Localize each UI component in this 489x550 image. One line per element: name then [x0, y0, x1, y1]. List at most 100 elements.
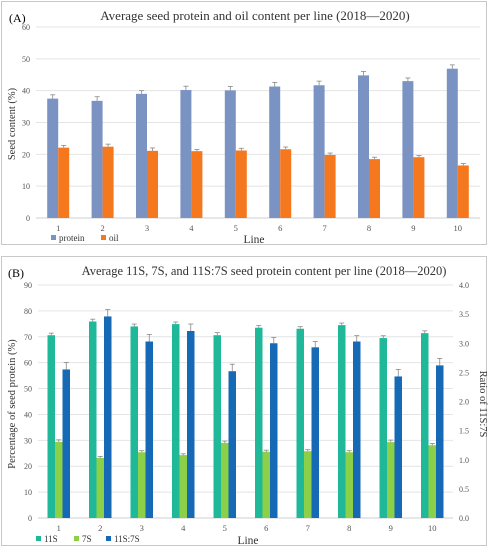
- x-tick-label: 1: [56, 223, 60, 233]
- bar-7s: [262, 451, 270, 518]
- legend-label-11s: 11S: [44, 534, 58, 544]
- chart-title: Average 11S, 7S, and 11S:7S seed protein…: [82, 264, 447, 278]
- y2-tick-label: 0.5: [459, 485, 469, 494]
- x-tick-label: 10: [428, 523, 437, 533]
- y-axis-label: Seed content (%): [7, 87, 18, 160]
- y2-tick-label: 4.0: [459, 281, 469, 290]
- plot-area: 0 10 20 30 40 50 60 70 80 90 0.0 0.5 1.0 1.5 2.0 2.5 3.0…: [24, 281, 469, 533]
- bar-oil: [58, 147, 70, 218]
- y-tick-label: 30: [22, 119, 30, 128]
- x-tick-label: 8: [347, 523, 351, 533]
- legend-swatch-ratio: [106, 536, 111, 541]
- y-tick-label: 60: [24, 359, 32, 368]
- bar-protein: [269, 86, 281, 218]
- bar-oil: [147, 150, 158, 218]
- chart-title: Average seed protein and oil content per…: [100, 8, 410, 23]
- bar-oil: [280, 149, 292, 218]
- y-tick-label: 30: [24, 436, 32, 445]
- x-tick-label: 8: [367, 223, 371, 233]
- y-tick-label: 50: [22, 55, 30, 64]
- bar-11s: [379, 338, 387, 518]
- bar-7s: [96, 457, 104, 518]
- bar-protein: [402, 81, 414, 218]
- bar-11s: [421, 333, 429, 518]
- plot-area: 0 10 20 30 40 50 60 1 2 3 4 5 6 7 8 9 10: [22, 23, 480, 233]
- y-axis-label: Percentage of seed protein (%): [7, 339, 18, 469]
- x-tick-label: 5: [223, 523, 227, 533]
- bar-11s-7s: [353, 341, 361, 518]
- bar-11s: [47, 335, 55, 518]
- y-tick-label: 20: [22, 150, 30, 159]
- bar-oil: [191, 151, 203, 218]
- chart-panel-a: (A) Average seed protein and oil content…: [1, 1, 487, 246]
- bar-oil: [102, 146, 114, 218]
- bar-11s-7s: [104, 316, 112, 518]
- y-tick-label: 60: [22, 23, 30, 32]
- bar-11s-7s: [436, 365, 444, 518]
- x-tick-label: 2: [100, 223, 104, 233]
- bar-protein: [47, 98, 59, 218]
- x-tick-label: 5: [234, 223, 238, 233]
- bar-11s-7s: [62, 369, 70, 518]
- x-tick-label: 4: [189, 223, 194, 233]
- legend-swatch-protein: [51, 235, 56, 240]
- bar-11s-7s: [187, 331, 195, 518]
- legend-label-protein: protein: [59, 233, 85, 243]
- protein-oil-chart: (A) Average seed protein and oil content…: [7, 8, 480, 246]
- bar-11s-7s: [145, 341, 153, 518]
- bar-oil: [235, 150, 247, 218]
- x-axis-label: Line: [243, 234, 264, 246]
- y2-axis-label: Ratio of 11S:7S: [477, 371, 488, 438]
- x-tick-label: 6: [264, 523, 268, 533]
- bar-7s: [179, 455, 187, 518]
- bar-oil: [324, 154, 336, 218]
- x-tick-label: 7: [322, 223, 326, 233]
- bar-oil: [457, 165, 469, 218]
- bar-7s: [428, 445, 436, 518]
- bar-11s-7s: [311, 347, 319, 518]
- legend-label-7s: 7S: [82, 534, 92, 544]
- bar-protein: [358, 75, 369, 219]
- legend-label-ratio: 11S:7S: [114, 534, 140, 544]
- y2-tick-label: 2.5: [459, 368, 469, 377]
- y-tick-label: 10: [24, 488, 32, 497]
- bar-oil: [413, 157, 425, 218]
- x-tick-label: 7: [306, 523, 310, 533]
- bar-11s: [338, 325, 346, 518]
- y2-tick-label: 0.0: [459, 514, 469, 523]
- bar-11s: [255, 327, 263, 518]
- y-tick-label: 0: [26, 214, 30, 223]
- y-tick-label: 20: [24, 462, 32, 471]
- x-tick-label: 9: [411, 223, 415, 233]
- legend-swatch-oil: [101, 235, 106, 240]
- y-tick-label: 40: [22, 87, 30, 96]
- x-tick-label: 3: [145, 223, 149, 233]
- bar-7s: [304, 451, 312, 518]
- x-tick-label: 3: [140, 523, 144, 533]
- bar-11s: [130, 326, 138, 518]
- panel-label: (A): [9, 11, 26, 25]
- bar-protein: [180, 90, 192, 218]
- y-tick-label: 90: [24, 281, 32, 290]
- x-tick-label: 4: [181, 523, 186, 533]
- y-tick-label: 10: [22, 182, 30, 191]
- y2-tick-label: 1.5: [459, 427, 469, 436]
- legend-swatch-11s: [36, 536, 41, 541]
- bar-protein: [313, 85, 325, 218]
- x-tick-label: 9: [389, 523, 393, 533]
- bar-11s: [213, 335, 221, 518]
- x-axis-label: Line: [237, 535, 258, 547]
- chart-panel-b: (B) Average 11S, 7S, and 11S:7S seed pro…: [1, 256, 488, 547]
- y-tick-label: 40: [24, 410, 32, 419]
- y-tick-label: 70: [24, 333, 32, 342]
- bar-protein: [91, 100, 103, 218]
- legend-label-oil: oil: [109, 233, 119, 243]
- bar-7s: [55, 441, 63, 518]
- bar-11s-7s: [270, 343, 278, 518]
- x-tick-label: 10: [454, 223, 463, 233]
- x-tick-label: 6: [278, 223, 282, 233]
- y-tick-label: 0: [28, 514, 32, 523]
- bar-11s-7s: [394, 376, 402, 518]
- bar-7s: [387, 442, 395, 518]
- panel-label: (B): [8, 266, 24, 280]
